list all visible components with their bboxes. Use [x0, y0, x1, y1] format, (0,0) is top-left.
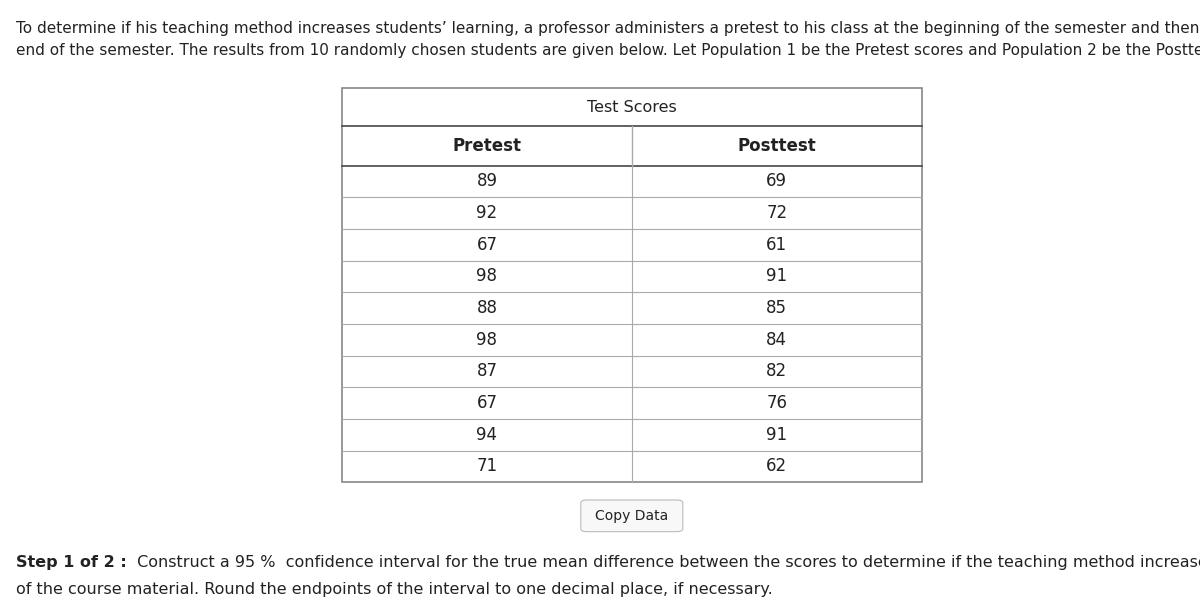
FancyBboxPatch shape	[581, 500, 683, 532]
Text: 92: 92	[476, 204, 498, 222]
Text: 76: 76	[767, 394, 787, 412]
Text: Test Scores: Test Scores	[587, 100, 677, 114]
Text: 71: 71	[476, 457, 498, 476]
Text: end of the semester. The results from 10 randomly chosen students are given belo: end of the semester. The results from 10…	[16, 43, 1200, 58]
Text: 72: 72	[766, 204, 787, 222]
Text: Pretest: Pretest	[452, 137, 521, 155]
Text: of the course material. Round the endpoints of the interval to one decimal place: of the course material. Round the endpoi…	[16, 582, 773, 597]
Text: 98: 98	[476, 331, 497, 349]
Text: 84: 84	[767, 331, 787, 349]
Text: 67: 67	[476, 236, 497, 254]
Text: Step 1 of 2 :: Step 1 of 2 :	[16, 555, 132, 571]
Text: 62: 62	[766, 457, 787, 476]
Text: 94: 94	[476, 426, 497, 444]
Text: Construct a 95 %  confidence interval for the true mean difference between the s: Construct a 95 % confidence interval for…	[132, 555, 1200, 571]
Text: 69: 69	[767, 172, 787, 191]
Text: 82: 82	[766, 362, 787, 381]
Bar	[342, 88, 922, 482]
Text: To determine if his teaching method increases students’ learning, a professor ad: To determine if his teaching method incr…	[16, 21, 1200, 37]
Text: 89: 89	[476, 172, 497, 191]
Text: 91: 91	[766, 267, 787, 286]
Text: 61: 61	[766, 236, 787, 254]
Text: Posttest: Posttest	[737, 137, 816, 155]
Text: Copy Data: Copy Data	[595, 509, 668, 523]
Text: 85: 85	[767, 299, 787, 317]
Text: 87: 87	[476, 362, 497, 381]
Text: 88: 88	[476, 299, 497, 317]
Text: 67: 67	[476, 394, 497, 412]
Text: 91: 91	[766, 426, 787, 444]
Text: 98: 98	[476, 267, 497, 286]
